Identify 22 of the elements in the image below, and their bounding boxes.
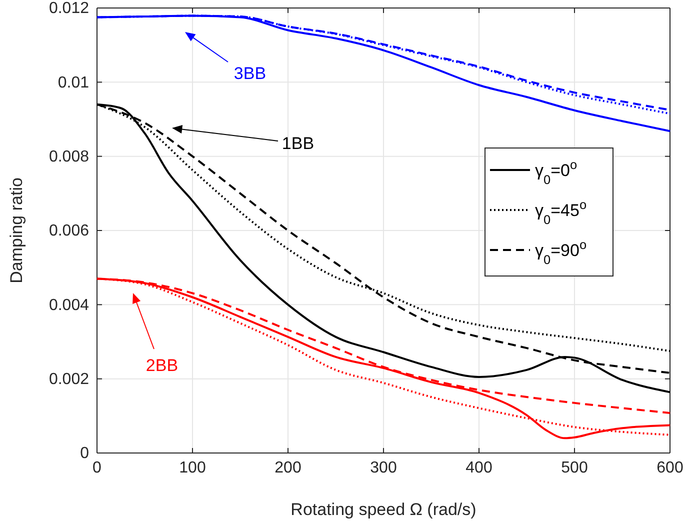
annotation: 2BB [146,356,178,375]
legend-label: γ$_{0}$=90$^{o}$ [535,236,587,266]
y-tick-label: 0.004 [48,296,90,314]
x-tick-label: 300 [370,459,397,476]
x-tick-label: 600 [656,459,684,476]
x-tick-label: 200 [274,459,302,476]
y-axis-title: Damping ratio [7,178,26,284]
y-tick-label: 0.008 [48,148,90,166]
x-axis-title: Rotating speed Ω (rad/s) [290,500,476,519]
y-tick-label: 0.002 [48,370,90,388]
x-tick-label: 100 [179,459,206,476]
y-tick-label: 0 [80,445,90,462]
y-tick-label: 0.01 [58,74,90,92]
annotation: 3BB [234,64,266,83]
legend-label: γ$_{0}$=45$^{o}$ [535,196,587,226]
y-tick-label: 0.006 [48,222,90,240]
x-tick-label: 0 [92,459,102,476]
x-tick-label: 500 [561,459,588,476]
legend-label: γ$_{0}$=0$^{o}$ [535,156,578,186]
x-tick-label: 400 [466,459,492,476]
annotation: 1BB [282,134,314,153]
y-tick-label: 0.012 [48,0,90,18]
